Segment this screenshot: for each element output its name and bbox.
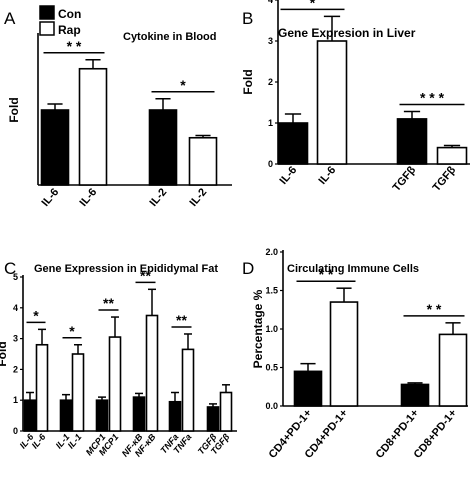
y-tick-label: 1 xyxy=(268,118,273,128)
y-tick-label: 3 xyxy=(13,334,18,344)
bar-rap xyxy=(219,391,233,432)
x-tick-label: IL-6 xyxy=(40,186,62,209)
x-tick-label: IL-6 xyxy=(30,431,49,450)
bar-con xyxy=(396,118,428,165)
bar-con xyxy=(132,396,146,432)
x-tick-label: IL-1 xyxy=(66,432,84,451)
bar-rap xyxy=(145,314,159,432)
y-tick-label: 3 xyxy=(268,36,273,46)
y-tick-label: 1 xyxy=(13,395,18,405)
bar-rap xyxy=(438,333,468,407)
legend-label-rap: Rap xyxy=(58,23,81,37)
panel-b-title: Gene Expresion in Liver xyxy=(278,26,416,40)
legend-swatch-con xyxy=(39,5,55,20)
panel-c-title: Gene Expression in Epididymal Fat xyxy=(34,263,218,275)
bar-rap xyxy=(188,136,218,186)
y-tick-label: 4 xyxy=(268,0,273,5)
legend-swatch-rap xyxy=(39,21,55,36)
y-axis-label: Fold xyxy=(0,341,9,366)
y-tick-label: 2 xyxy=(13,364,18,374)
panel-a: Fold IL-6 IL-6 IL-2 IL-2 * * * xyxy=(7,33,232,209)
significance-label: * * * xyxy=(420,90,445,106)
significance-label: * * xyxy=(427,301,442,317)
panel-d-title: Circulating Immune Cells xyxy=(287,263,419,275)
significance-label: ** xyxy=(140,267,151,283)
y-tick-label: 2 xyxy=(268,77,273,87)
bar-rap xyxy=(181,348,195,432)
bar-con xyxy=(95,399,109,432)
y-tick-label: 4 xyxy=(13,303,18,313)
y-tick-label: 1.5 xyxy=(265,286,278,296)
significance-label: * xyxy=(33,307,39,323)
bar-rap xyxy=(316,40,348,165)
bar-con xyxy=(59,399,73,432)
x-tick-label: TGFβ xyxy=(391,164,419,194)
bar-con xyxy=(148,109,178,186)
panel-letter-b: B xyxy=(242,9,253,28)
y-tick-label: 2.0 xyxy=(265,247,278,257)
bar-con xyxy=(293,370,323,407)
panel-letter-a: A xyxy=(4,9,16,28)
bar-rap xyxy=(108,336,122,432)
x-tick-label: IL-2 xyxy=(188,186,210,209)
bar-con xyxy=(206,406,220,432)
y-tick-label: 0 xyxy=(13,426,18,436)
significance-label: ** xyxy=(176,312,187,328)
legend-label-con: Con xyxy=(58,7,81,21)
bar-con xyxy=(277,122,309,165)
legend: Con Rap xyxy=(39,5,81,37)
panel-d: Percentage %0.00.51.01.52.0CD4+PD-1+CD4+… xyxy=(251,247,468,461)
significance-label: * xyxy=(180,77,186,93)
significance-label: * * xyxy=(319,266,334,282)
panel-letter-d: D xyxy=(242,259,254,278)
x-tick-label: IL-6 xyxy=(78,186,100,209)
y-axis-label: Percentage % xyxy=(251,289,265,368)
bar-rap xyxy=(71,353,85,432)
significance-label: * * xyxy=(67,38,82,54)
panel-a-title: Cytokine in Blood xyxy=(123,31,217,43)
bar-con xyxy=(400,383,430,407)
panel-letter-c: C xyxy=(4,259,16,278)
y-tick-label: 0.0 xyxy=(265,401,278,411)
bar-rap xyxy=(436,146,468,165)
x-tick-label: IL-6 xyxy=(278,164,300,187)
significance-label: ** xyxy=(103,295,114,311)
y-tick-label: 0 xyxy=(268,159,273,169)
y-axis-label: Fold xyxy=(241,69,255,94)
bar-con xyxy=(168,400,182,432)
x-tick-label: IL-6 xyxy=(317,164,339,187)
y-tick-label: 5 xyxy=(13,272,18,282)
y-tick-label: 1.0 xyxy=(265,324,278,334)
x-tick-label: TGFβ xyxy=(431,164,459,194)
y-tick-label: 0.5 xyxy=(265,363,278,373)
bar-con xyxy=(40,109,70,186)
bar-rap xyxy=(329,301,359,407)
bar-con xyxy=(23,399,37,432)
x-tick-label: IL-2 xyxy=(148,186,170,209)
y-axis-label: Fold xyxy=(7,97,21,122)
bar-rap xyxy=(78,67,108,186)
bar-rap xyxy=(35,343,49,432)
significance-label: * xyxy=(310,0,316,10)
significance-label: * xyxy=(69,323,75,339)
